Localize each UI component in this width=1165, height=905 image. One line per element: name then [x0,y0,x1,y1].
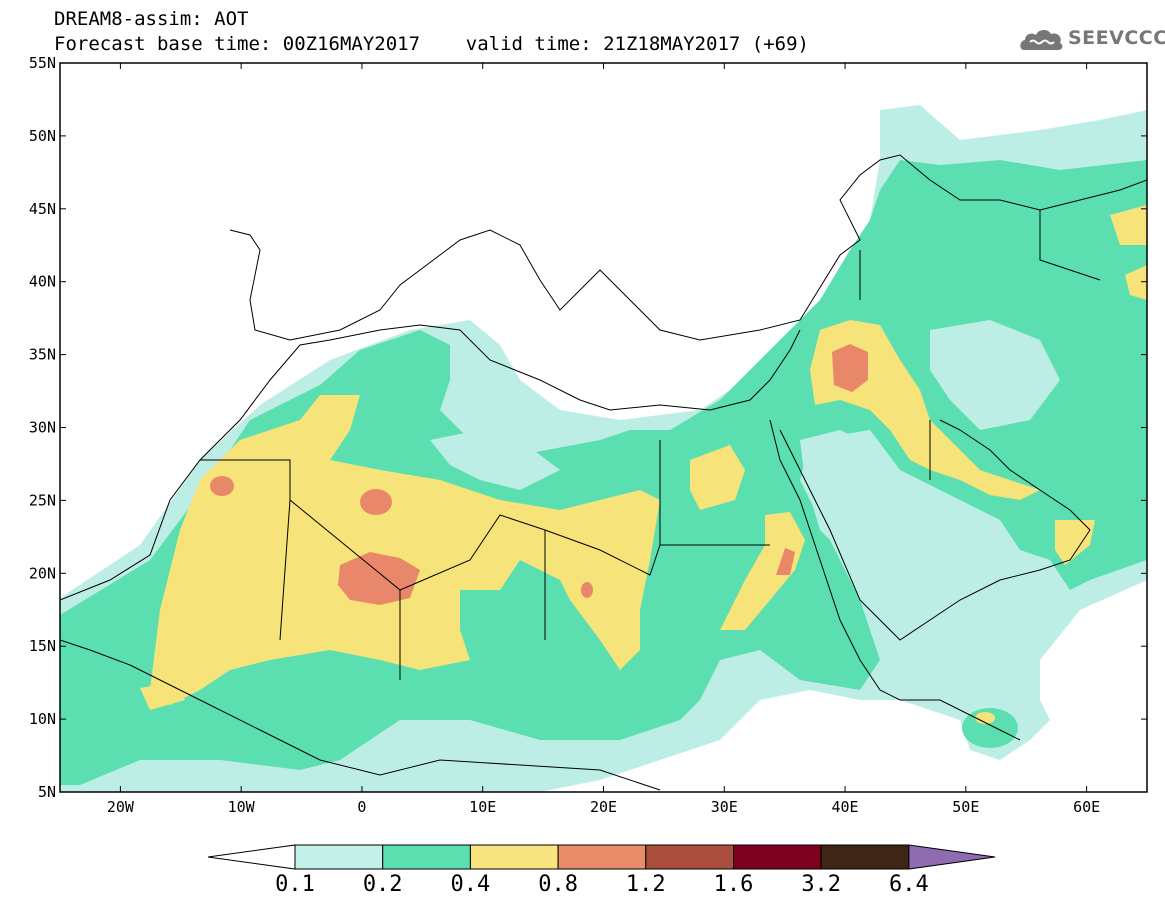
colorbar-box [557,844,647,870]
colorbar-under-triangle [207,844,296,870]
forecast-times: Forecast base time: 00Z16MAY2017 valid t… [54,33,809,55]
colorbar-label: 0.2 [363,872,403,897]
colorbar-box [645,844,734,870]
lat-label: 40N [29,273,56,291]
aot-contour-0.4 [140,682,185,710]
lon-label: 10E [469,798,496,816]
latitude-axis: 55N 50N 45N 40N 35N 30N 25N 20N 15N 10N 5N [29,54,1147,801]
coastline-red-sea [769,419,1021,741]
lon-label: 60E [1073,798,1100,816]
aot-contour-0.4 [690,445,745,510]
colorbar-box [820,844,910,870]
lat-label: 5N [38,783,56,801]
aot-contour-0.4 [975,712,995,724]
map-title: DREAM8-assim: AOT [54,8,249,30]
aot-contour-0.8 [581,582,593,598]
colorbar-label: 3.2 [801,872,841,897]
lat-label: 55N [29,54,56,72]
aot-contour-0.4 [1125,265,1147,300]
lon-label: 0 [357,798,366,816]
coastline-north-africa [60,324,801,601]
colorbar-box [733,844,822,870]
lat-label: 15N [29,637,56,655]
lon-label: 20W [107,798,135,816]
colorbar-label: 1.6 [714,872,754,897]
lat-label: 45N [29,200,56,218]
lat-label: 20N [29,564,56,582]
lon-label: 40E [832,798,859,816]
coastline-arabia [779,419,1091,641]
colorbar-label: 1.2 [626,872,666,897]
colorbar: 0.1 0.2 0.4 0.8 1.2 1.6 3.2 6.4 [207,844,996,897]
aot-contour-0.4 [150,395,660,705]
seevccc-logo: SEEVCCC [1018,24,1165,54]
lon-label: 10W [228,798,256,816]
aot-contour-0.4 [1110,205,1147,245]
aot-contour-0.4 [1055,520,1095,565]
colorbar-box [469,844,559,870]
aot-contour-0.1 [800,430,900,560]
colorbar-over-triangle [908,844,996,870]
aot-contour-0.1 [930,320,1060,430]
aot-contour-0.1 [430,430,560,490]
aot-contour-0.8 [776,548,795,575]
colorbar-label: 6.4 [889,872,929,897]
colorbar-label: 0.1 [275,872,315,897]
coastlines-and-borders [60,154,1147,791]
lon-label: 30E [711,798,738,816]
lon-label: 50E [952,798,979,816]
lat-label: 10N [29,710,56,728]
colorbar-label: 0.8 [538,872,578,897]
lon-label: 20E [590,798,617,816]
colorbar-box [294,844,384,870]
lat-label: 30N [29,419,56,437]
aot-contour-0.2 [1000,230,1147,330]
colorbar-box [382,844,471,870]
border-lines [200,210,1101,680]
aot-contour-0.4 [720,512,805,630]
lat-label: 35N [29,346,56,364]
aot-contour-0.8 [210,476,234,496]
colorbar-label: 0.4 [451,872,491,897]
coastline-europe [229,154,1147,341]
coastline-west-africa [60,639,661,791]
aot-contour-0.8 [832,344,868,392]
aot-contour-0.8 [360,489,392,515]
longitude-axis: 20W 10W 0 10E 20E 30E 40E 50E 60E [107,63,1100,816]
logo-text: SEEVCCC [1068,27,1165,49]
cloud-icon [1020,29,1063,50]
lat-label: 25N [29,491,56,509]
aot-field [60,105,1147,792]
lat-label: 50N [29,127,56,145]
